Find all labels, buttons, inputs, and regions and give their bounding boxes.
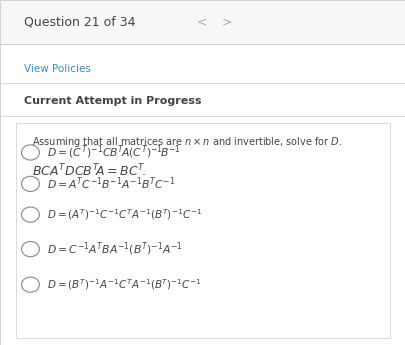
Text: <: <: [196, 16, 207, 28]
FancyBboxPatch shape: [16, 123, 389, 338]
FancyBboxPatch shape: [0, 44, 405, 345]
Text: $BCA^T DCB^T\!A = BC^T\!.$: $BCA^T DCB^T\!A = BC^T\!.$: [32, 163, 146, 180]
Text: View Policies: View Policies: [24, 64, 91, 73]
Text: Assuming that all matrices are $n \times n$ and invertible, solve for $D$.: Assuming that all matrices are $n \times…: [32, 135, 342, 149]
FancyBboxPatch shape: [0, 0, 405, 44]
Text: Question 21 of 34: Question 21 of 34: [24, 16, 136, 28]
Text: $D = (C^T)^{-1}CB^T\!A(C^T)^{-1}\!B^{-1}$: $D = (C^T)^{-1}CB^T\!A(C^T)^{-1}\!B^{-1}…: [47, 144, 180, 161]
Text: $D = A^TC^{-1}B^{-1}A^{-1}B^TC^{-1}$: $D = A^TC^{-1}B^{-1}A^{-1}B^TC^{-1}$: [47, 176, 175, 192]
Text: $D = (B^T)^{-1}A^{-1}C^TA^{-1}(B^T)^{-1}C^{-1}$: $D = (B^T)^{-1}A^{-1}C^TA^{-1}(B^T)^{-1}…: [47, 277, 201, 292]
Text: >: >: [221, 16, 231, 28]
Text: $D = (A^T)^{-1}C^{-1}C^TA^{-1}(B^T)^{-1}C^{-1}$: $D = (A^T)^{-1}C^{-1}C^TA^{-1}(B^T)^{-1}…: [47, 207, 201, 222]
Text: Current Attempt in Progress: Current Attempt in Progress: [24, 96, 201, 106]
Text: $D = C^{-1}A^TBA^{-1}(B^T)^{-1}A^{-1}$: $D = C^{-1}A^TBA^{-1}(B^T)^{-1}A^{-1}$: [47, 240, 182, 258]
